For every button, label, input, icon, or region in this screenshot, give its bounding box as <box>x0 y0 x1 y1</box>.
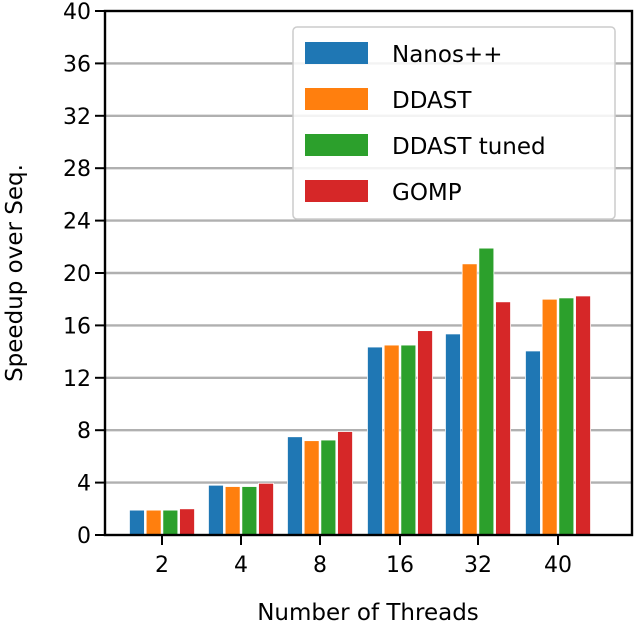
legend-swatch <box>305 88 368 110</box>
bar-nanos--32 <box>445 333 461 536</box>
y-tick-label: 36 <box>63 52 91 77</box>
bar-ddast-8 <box>303 440 320 536</box>
bar-ddast-tuned-4 <box>241 486 258 536</box>
x-tick-label: 40 <box>544 553 572 578</box>
y-tick-label: 12 <box>63 367 91 392</box>
bar-ddast-tuned-8 <box>320 439 337 536</box>
x-axis-ticks: 2 4 8 16 32 40 <box>155 535 572 578</box>
bar-ddast-32 <box>461 263 478 536</box>
x-tick-label: 8 <box>313 553 327 578</box>
y-tick-label: 32 <box>63 105 91 130</box>
bar-nanos--16 <box>367 346 383 536</box>
legend-swatch <box>305 42 368 64</box>
y-tick-label: 4 <box>77 472 91 497</box>
bar-gomp-8 <box>337 431 353 536</box>
y-axis-label: Speedup over Seq. <box>2 164 28 382</box>
bar-nanos--8 <box>287 436 303 536</box>
bar-ddast-tuned-2 <box>162 509 179 536</box>
y-tick-label: 16 <box>63 314 91 339</box>
legend: Nanos++ DDAST DDAST tuned GOMP <box>292 26 616 220</box>
y-tick-label: 8 <box>77 419 91 444</box>
bar-ddast-40 <box>541 298 558 536</box>
bars <box>129 247 591 536</box>
x-tick-label: 16 <box>386 553 414 578</box>
x-axis-label: Number of Threads <box>257 600 479 626</box>
legend-label: Nanos++ <box>392 42 502 68</box>
bar-gomp-4 <box>258 482 274 536</box>
x-tick-label: 4 <box>234 553 248 578</box>
y-tick-label: 28 <box>63 157 91 182</box>
legend-swatch <box>305 134 368 156</box>
bar-gomp-32 <box>495 301 511 536</box>
bar-nanos--4 <box>208 484 224 536</box>
bar-gomp-40 <box>575 295 591 536</box>
bar-ddast-4 <box>224 486 241 536</box>
y-axis-ticks: 0 4 8 12 16 20 24 28 32 36 40 <box>63 0 105 549</box>
y-tick-label: 24 <box>63 210 91 235</box>
bar-ddast-2 <box>145 509 162 536</box>
legend-label: GOMP <box>392 180 462 206</box>
bar-ddast-tuned-32 <box>478 247 495 536</box>
bar-nanos--2 <box>129 509 145 536</box>
bar-ddast-16 <box>383 344 400 536</box>
legend-swatch <box>305 180 368 202</box>
legend-label: DDAST tuned <box>392 134 546 160</box>
bar-ddast-tuned-40 <box>558 297 575 536</box>
y-tick-label: 0 <box>77 524 91 549</box>
bar-ddast-tuned-16 <box>400 344 417 536</box>
bar-nanos--40 <box>525 350 541 536</box>
x-tick-label: 2 <box>155 553 169 578</box>
y-tick-label: 40 <box>63 0 91 25</box>
bar-gomp-2 <box>179 508 195 536</box>
legend-box <box>292 26 616 220</box>
y-tick-label: 20 <box>63 262 91 287</box>
x-tick-label: 32 <box>464 553 492 578</box>
bar-gomp-16 <box>417 330 433 536</box>
legend-label: DDAST <box>392 88 472 114</box>
